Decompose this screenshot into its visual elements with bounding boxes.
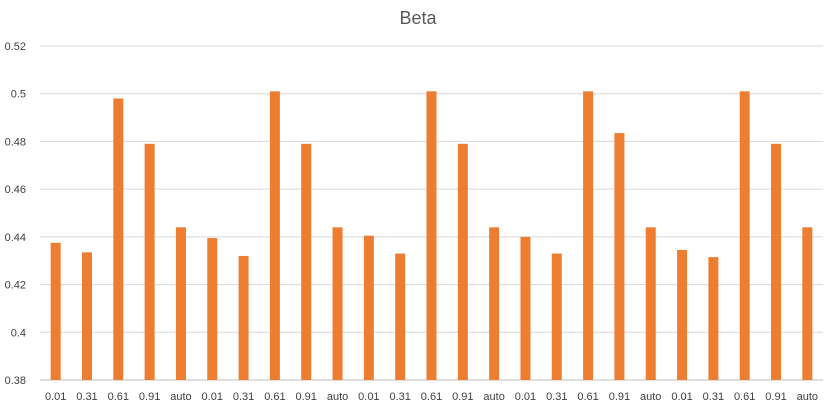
bar: [520, 236, 531, 380]
bar: [739, 91, 750, 380]
bar: [583, 91, 594, 380]
x-tick-label: 0.91: [765, 391, 786, 403]
x-tick-label: 0.91: [296, 391, 317, 403]
x-tick-label: 0.91: [452, 391, 473, 403]
y-axis-tick-labels: 0.38 0.4 0.42 0.44 0.46 0.48 0.5 0.52: [5, 41, 26, 387]
y-tick-label: 0.42: [5, 280, 26, 292]
x-tick-label: auto: [170, 391, 191, 403]
x-tick-label: 0.31: [76, 391, 97, 403]
bar: [677, 249, 688, 380]
y-tick-label: 0.52: [5, 41, 26, 53]
x-tick-label: 0.61: [734, 391, 755, 403]
x-tick-label: 0.01: [202, 391, 223, 403]
y-tick-label: 0.38: [5, 375, 26, 387]
x-tick-label: auto: [483, 391, 504, 403]
bar: [238, 255, 249, 380]
y-tick-label: 0.5: [11, 89, 26, 101]
bar: [144, 143, 155, 380]
bar: [113, 98, 124, 380]
x-tick-label: 0.31: [546, 391, 567, 403]
x-tick-label: 0.01: [45, 391, 66, 403]
bar: [645, 227, 656, 380]
x-tick-label: 0.31: [703, 391, 724, 403]
y-tick-label: 0.4: [11, 327, 26, 339]
x-tick-label: 0.61: [264, 391, 285, 403]
x-tick-label: 0.31: [389, 391, 410, 403]
bar: [426, 91, 437, 380]
x-tick-label: 0.01: [358, 391, 379, 403]
bar: [363, 235, 374, 380]
x-tick-label: 0.01: [671, 391, 692, 403]
bar: [81, 252, 92, 380]
chart-title: Beta: [399, 8, 437, 28]
y-tick-label: 0.46: [5, 184, 26, 196]
x-tick-label: 0.61: [108, 391, 129, 403]
bar: [802, 227, 813, 380]
bar: [175, 227, 186, 380]
bar: [489, 227, 500, 380]
bar: [301, 143, 312, 380]
x-tick-label: 0.91: [609, 391, 630, 403]
x-tick-label: 0.01: [515, 391, 536, 403]
bar: [50, 242, 61, 380]
bar: [332, 227, 343, 380]
bar: [708, 257, 719, 380]
x-axis-tick-labels: 0.01 0.31 0.61 0.91 auto 0.01 0.31 0.61 0.91 auto…: [45, 391, 818, 403]
bar: [457, 143, 468, 380]
x-tick-label: auto: [640, 391, 661, 403]
x-tick-label: 0.61: [421, 391, 442, 403]
bars: [50, 91, 813, 380]
y-tick-label: 0.44: [5, 232, 26, 244]
x-tick-label: 0.31: [233, 391, 254, 403]
x-tick-label: 0.91: [139, 391, 160, 403]
bar: [269, 91, 280, 380]
x-tick-label: auto: [327, 391, 348, 403]
x-tick-label: 0.61: [577, 391, 598, 403]
bar: [207, 238, 218, 380]
x-tick-label: auto: [797, 391, 818, 403]
bar: [551, 253, 562, 380]
bar: [614, 133, 625, 380]
bar: [771, 143, 782, 380]
y-tick-label: 0.48: [5, 136, 26, 148]
bar: [395, 253, 406, 380]
